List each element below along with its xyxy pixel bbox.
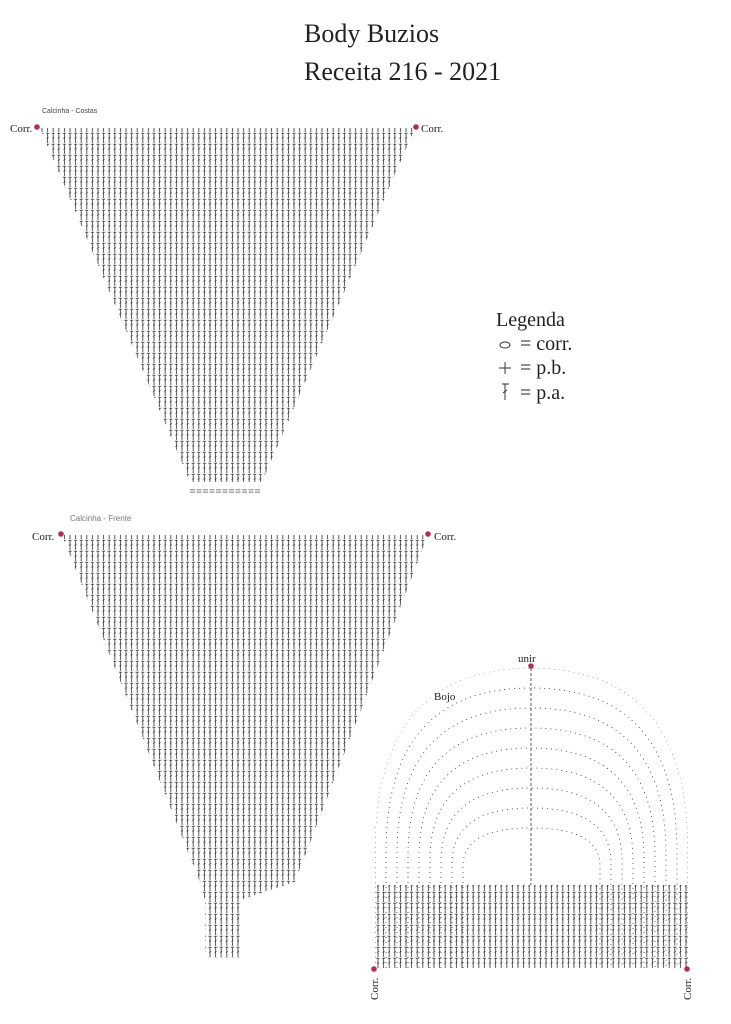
legend: Legenda = corr. = p.b. = p.a. [496, 309, 572, 404]
cup-label: Bojo [434, 691, 456, 703]
legend-title: Legenda [496, 309, 565, 331]
stitch-grid [62, 535, 428, 958]
legend-item: = p.b. [520, 357, 566, 379]
chain-symbol [499, 341, 511, 349]
marker [34, 124, 40, 130]
back-panel: Calcinha - Costas Corr. Corr. [10, 108, 444, 493]
legend-item: = corr. [520, 333, 572, 355]
marker [425, 531, 431, 537]
corr-label: Corr. [32, 531, 55, 543]
stitch-grid [40, 128, 415, 482]
marker [371, 966, 377, 972]
title: Body Buzios [304, 19, 439, 48]
cup: Bojo unir Corr. Corr. [369, 653, 694, 1000]
corr-label: Corr. [421, 123, 444, 135]
stitch-rows [375, 885, 688, 968]
join-label: unir [518, 653, 536, 665]
front-panel: Calcinha - Frente Corr. Corr. [32, 514, 457, 958]
corr-label: Corr. [10, 123, 33, 135]
marker [684, 966, 690, 972]
marker [528, 663, 534, 669]
dc-symbol [502, 383, 509, 400]
corr-label: Corr. [434, 531, 457, 543]
legend-item: = p.a. [520, 382, 565, 404]
marker [58, 531, 64, 537]
panel-label: Calcinha - Costas [42, 108, 98, 115]
sc-symbol [499, 362, 511, 374]
corr-label: Corr. [369, 977, 381, 1000]
panel-label: Calcinha - Frente [70, 514, 132, 523]
marker [413, 124, 419, 130]
corr-label: Corr. [682, 977, 694, 1000]
subtitle: Receita 216 - 2021 [304, 57, 501, 86]
